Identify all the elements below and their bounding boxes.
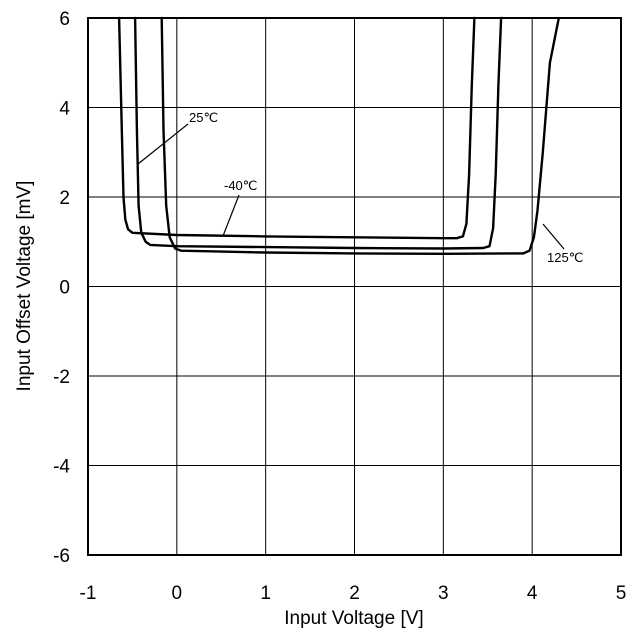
plot-frame <box>87 17 622 556</box>
annotation-label-25c: 25℃ <box>189 110 218 125</box>
annotation-leader-125c <box>542 223 565 250</box>
series-line-2 <box>160 16 560 255</box>
series-line-0 <box>117 16 476 240</box>
x-tick-label: 4 <box>527 583 538 604</box>
annotation-label-minus40c: -40℃ <box>224 178 257 193</box>
x-tick-label: 5 <box>616 583 627 604</box>
series-line-1 <box>133 16 503 250</box>
x-tick-label: 3 <box>438 583 449 604</box>
grid <box>88 18 621 555</box>
y-tick-label: 4 <box>59 99 70 120</box>
y-tick-labels: 6 4 2 0 -2 -4 -6 <box>53 9 70 567</box>
x-tick-label: 0 <box>172 583 183 604</box>
annotation-leader-minus40c <box>222 194 240 237</box>
x-tick-label: -1 <box>80 583 97 604</box>
annotation-leader-25c <box>137 123 189 165</box>
y-tick-label: 0 <box>59 278 70 299</box>
x-axis-title: Input Voltage [V] <box>284 608 423 629</box>
y-tick-label: 6 <box>59 9 70 30</box>
y-tick-label: -6 <box>53 546 70 567</box>
y-tick-label: -2 <box>53 367 70 388</box>
annotation-label-125c: 125℃ <box>547 250 583 265</box>
y-tick-label: 2 <box>59 188 70 209</box>
y-axis-title: Input Offset Voltage [mV] <box>14 181 35 392</box>
y-tick-label: -4 <box>53 457 70 478</box>
x-tick-labels: -1 0 1 2 3 4 5 <box>80 583 627 604</box>
x-tick-label: 1 <box>260 583 271 604</box>
series-group <box>117 16 560 255</box>
x-tick-label: 2 <box>349 583 360 604</box>
